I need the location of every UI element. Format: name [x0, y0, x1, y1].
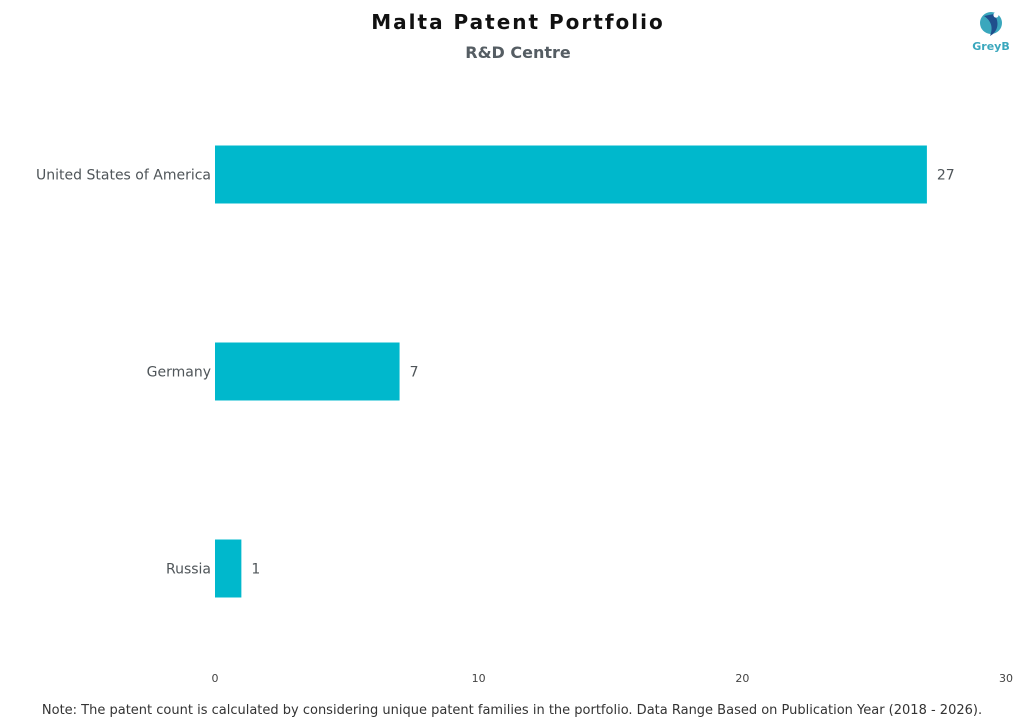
x-tick-label-20: 20: [735, 672, 749, 685]
bar-russia: [215, 539, 242, 598]
x-tick-label-0: 0: [212, 672, 219, 685]
greyb-logo-text: GreyB: [972, 40, 1010, 53]
greyb-logo-icon: [980, 12, 1002, 36]
greyb-logo: GreyB: [968, 6, 1014, 58]
bar-united-states-of-america: [215, 145, 927, 204]
category-label-russia: Russia: [166, 562, 211, 578]
x-tick-label-30: 30: [999, 672, 1013, 685]
chart-title: Malta Patent Portfolio: [371, 10, 665, 34]
data-label-russia: 1: [251, 562, 260, 578]
x-tick-label-10: 10: [472, 672, 486, 685]
data-label-germany: 7: [410, 365, 419, 381]
category-label-germany: Germany: [147, 365, 211, 381]
data-label-united-states-of-america: 27: [937, 168, 955, 184]
footnote: Note: The patent count is calculated by …: [41, 703, 983, 718]
category-label-united-states-of-america: United States of America: [36, 168, 211, 184]
chart-subtitle: R&D Centre: [465, 43, 571, 62]
bar-germany: [215, 342, 400, 401]
